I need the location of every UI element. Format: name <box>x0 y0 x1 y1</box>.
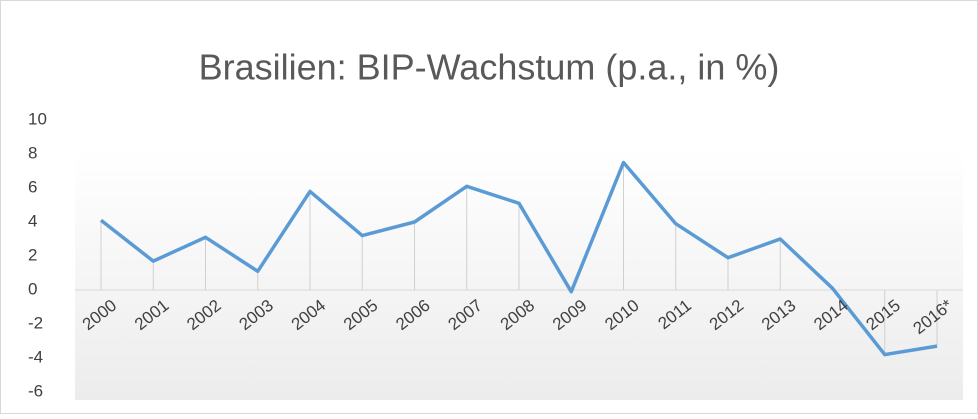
y-tick-label: -2 <box>28 313 43 332</box>
y-tick-label: -6 <box>28 381 43 400</box>
data-line <box>99 160 938 357</box>
y-tick-label: -4 <box>28 347 43 366</box>
y-tick-label: 2 <box>28 245 37 264</box>
y-tick-label: 6 <box>28 177 37 196</box>
y-tick-label: 4 <box>28 211 37 230</box>
y-tick-label: 8 <box>28 143 37 162</box>
chart-title: Brasilien: BIP-Wachstum (p.a., in %) <box>199 47 780 88</box>
y-tick-label: 10 <box>28 109 47 128</box>
y-tick-label: 0 <box>28 279 37 298</box>
